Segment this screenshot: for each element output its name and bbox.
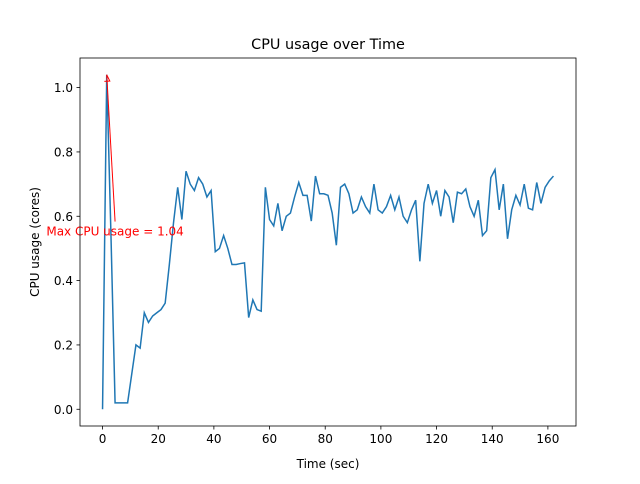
- x-tick-label: 140: [481, 432, 504, 446]
- y-tick-label: 0.0: [54, 403, 73, 417]
- x-tick-label: 60: [262, 432, 277, 446]
- data-line: [101, 74, 555, 410]
- annotation-arrowhead: [104, 74, 111, 82]
- annotation-arrow: [106, 74, 116, 222]
- x-tick-label: 0: [99, 432, 107, 446]
- x-axis-label: Time (sec): [296, 457, 360, 471]
- x-tick-label: 160: [536, 432, 559, 446]
- annotation-text: Max CPU usage = 1.04: [46, 225, 183, 239]
- y-tick-label: 0.8: [54, 145, 73, 159]
- x-tick-label: 120: [425, 432, 448, 446]
- chart-title: CPU usage over Time: [251, 37, 405, 53]
- x-tick-label: 40: [206, 432, 221, 446]
- y-tick-label: 0.2: [54, 338, 73, 352]
- y-tick-label: 0.4: [54, 274, 73, 288]
- plot-frame: [79, 57, 577, 427]
- y-axis-label: CPU usage (cores): [28, 187, 42, 297]
- y-tick-label: 0.6: [54, 210, 73, 224]
- x-tick-label: 80: [318, 432, 333, 446]
- x-tick-label: 20: [151, 432, 166, 446]
- x-tick-label: 100: [369, 432, 392, 446]
- y-tick-label: 1.0: [54, 81, 73, 95]
